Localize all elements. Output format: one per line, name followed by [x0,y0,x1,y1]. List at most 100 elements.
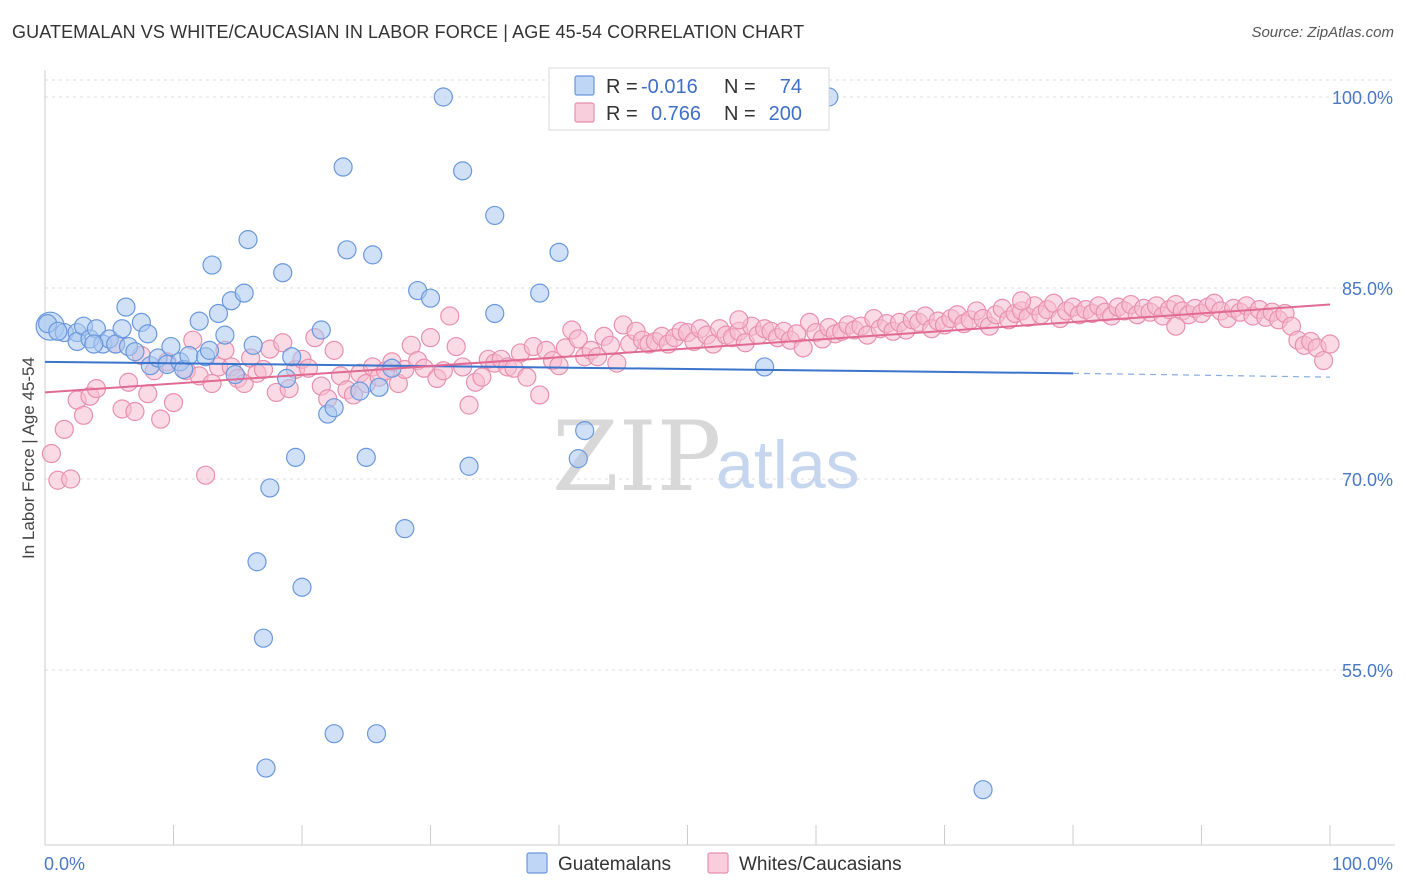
guatemalan-point [138,324,158,344]
guatemalan-point [125,342,145,362]
guatemalan-point [549,242,569,262]
legend-label-guatemalans: Guatemalans [558,854,671,875]
guatemalan-point [292,577,312,597]
chart-title: GUATEMALAN VS WHITE/CAUCASIAN IN LABOR F… [12,22,805,42]
guatemalan-point [215,325,235,345]
axes [44,70,1395,846]
y-tick-label: 70.0% [1342,470,1393,490]
stats-n-value-whites: 200 [769,103,802,125]
guatemalan-point [420,288,441,308]
guatemalan-point [356,447,376,467]
guatemalan-point [324,724,344,744]
guatemalan-point [369,377,389,397]
white-point [729,310,749,330]
stats-swatch-whites [574,102,595,123]
white-point [459,395,479,415]
guatemalan-point [179,345,199,366]
guatemalan-point [112,319,132,339]
guatemalan-point [253,628,274,648]
stats-r-value-whites: 0.766 [651,103,701,125]
guatemalan-point [363,245,383,265]
white-point [1320,334,1340,354]
guatemalan-point [350,381,370,401]
white-point [530,385,550,405]
trend-lines [44,303,1331,394]
guatemalan-point [485,205,505,226]
guatemalan-point [189,311,209,331]
guatemalan-point [276,368,297,389]
white-point [298,358,319,378]
guatemalan-point [433,87,453,107]
trend-line-guatemalans [44,360,1074,375]
guatemalan-point [311,320,331,340]
stats-n-label-guatemalans: N = [724,76,756,98]
x-tick-label: 100.0% [1332,854,1393,874]
guatemalan-point [247,552,267,572]
white-point [517,367,537,387]
guatemalan-point [238,230,258,250]
guatemalan-point [973,780,993,800]
series-guatemalans [35,87,993,800]
white-point [196,465,216,485]
trend-line-whites [44,303,1331,394]
white-point [587,347,608,367]
guatemalan-point [199,340,220,360]
white-point [73,405,94,425]
watermark-atlas: atlas [716,427,860,503]
white-point [600,335,621,355]
y-tick-label: 55.0% [1342,661,1393,681]
white-point [568,329,588,349]
guatemalan-point [754,357,775,377]
white-point [202,373,222,394]
white-point [414,358,434,378]
guatemalan-point [285,447,306,467]
guatemalan-point [485,303,505,324]
white-point [54,419,74,439]
white-point [273,333,293,353]
white-point [138,384,158,404]
legend-swatch-whites [707,852,729,874]
white-point [324,340,344,360]
series-legend: Guatemalans Whites/Caucasians [526,852,902,875]
source-label: Source: ZipAtlas.com [1251,24,1394,41]
white-point [472,367,492,387]
guatemalan-point [366,724,387,744]
guatemalan-point [282,347,302,367]
white-point [1166,316,1186,336]
white-point [118,372,139,392]
stats-n-label-whites: N = [724,103,756,125]
stats-n-value-guatemalans: 74 [780,76,802,98]
guatemalan-point [256,758,276,778]
guatemalan-point [260,478,280,498]
stats-swatch-guatemalans [574,75,595,96]
stats-r-label-whites: R = [606,103,638,125]
white-point [420,328,441,348]
guatemalan-point [161,336,181,357]
stats-r-value-guatemalans: -0.016 [641,76,698,98]
guatemalan-point [575,421,595,441]
y-axis-title: In Labor Force | Age 45-54 [19,357,38,559]
y-tick-label: 100.0% [1332,88,1393,108]
white-point [607,353,627,373]
white-point [446,336,466,357]
white-point [793,338,813,358]
guatemalan-point [395,519,415,539]
y-tick-label: 85.0% [1342,279,1393,299]
x-tick-label: 0.0% [44,854,85,874]
guatemalan-point [337,240,357,260]
white-point [440,306,460,326]
stats-legend: R = -0.016 N = 74 R = 0.766 N = 200 [548,67,830,131]
white-point [125,401,145,422]
guatemalan-point [225,364,245,385]
white-point [1011,291,1032,311]
guatemalan-point [202,255,222,275]
guatemalan-point [48,321,68,341]
guatemalan-point [243,335,263,355]
white-point [253,359,274,380]
guatemalan-point [234,283,254,303]
guatemalan-point [453,161,473,181]
white-point [151,409,171,429]
stats-legend-box [548,67,830,131]
guatemalan-point [84,334,104,354]
